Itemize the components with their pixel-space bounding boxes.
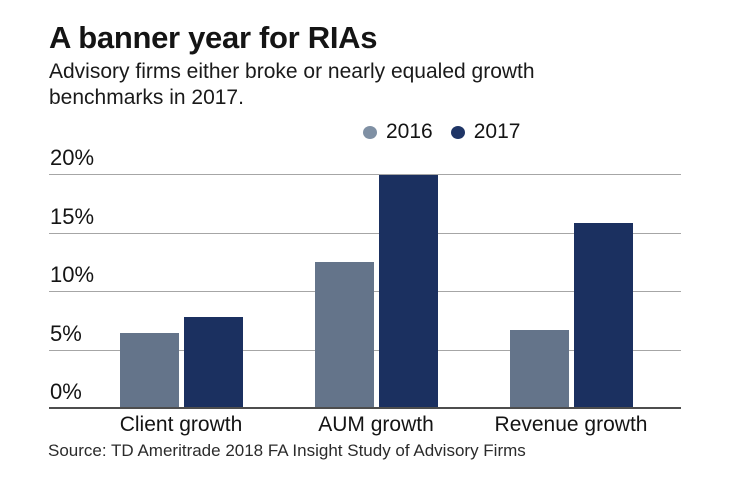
legend-dot-2016-icon [363, 125, 377, 139]
x-axis-baseline [49, 407, 681, 409]
bar-2016-client-growth [119, 333, 179, 408]
y-tick-5: 5% [50, 320, 82, 346]
gridline-20 [49, 174, 681, 175]
bar-2016-revenue-growth [509, 329, 569, 408]
x-category-client-growth: Client growth [119, 413, 243, 436]
bar-2017-revenue-growth [573, 223, 633, 408]
x-category-aum-growth: AUM growth [318, 413, 434, 436]
bar-2016-aum-growth [314, 261, 374, 408]
chart-title: A banner year for RIAs [49, 20, 378, 55]
gridline-15 [49, 232, 681, 234]
legend-label-2017: 2017 [473, 120, 521, 143]
y-tick-0: 0% [50, 379, 82, 404]
chart-subtitle: Advisory firms either broke or nearly eq… [49, 60, 535, 109]
chart-legend: 2016 2017 [363, 120, 520, 144]
y-tick-15: 15% [50, 203, 95, 229]
source-note: Source: TD Ameritrade 2018 FA Insight St… [48, 441, 526, 460]
bar-2017-client-growth [183, 316, 243, 408]
legend-label-2016: 2016 [386, 120, 433, 143]
legend-item-2016: 2016 [363, 120, 433, 144]
legend-dot-2017-icon [450, 125, 465, 139]
y-tick-10: 10% [50, 262, 95, 287]
x-category-revenue-growth: Revenue growth [494, 413, 648, 436]
y-tick-20: 20% [50, 145, 95, 170]
legend-item-2017: 2017 [450, 120, 521, 144]
bar-2017-aum-growth [378, 175, 438, 408]
